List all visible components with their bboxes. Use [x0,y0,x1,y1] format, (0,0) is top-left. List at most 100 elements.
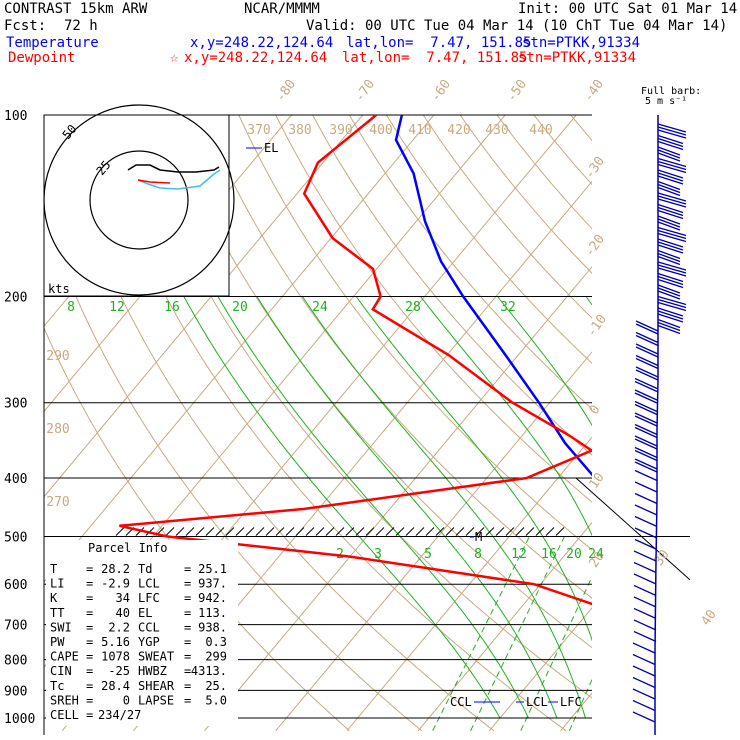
wind-barb [633,607,657,620]
moist-adiabat-line [677,297,730,719]
tropopause-hatch [305,527,315,536]
tropopause-hatch [505,527,515,536]
wind-barb [657,324,681,335]
dewpoint-line [119,115,592,606]
parcel-value: 937. [198,577,227,591]
wind-barb [657,261,687,271]
forecast-label: Fcst: [4,18,47,34]
mixing-ratio-label: 8 [474,547,482,562]
wind-barb [657,126,687,136]
parcel-value: 2.2 [108,620,130,634]
wind-barb [632,711,656,723]
parcel-equals: = [86,562,93,576]
wind-barb [634,527,658,539]
pressure-label: 900 [4,684,27,699]
parcel-equals: = [86,650,93,664]
parcel-value: 938. [198,620,227,634]
wind-barbs [632,115,687,735]
mixing-ratio-label: 3 [374,547,382,562]
parcel-label: CAPE [50,650,79,664]
wind-barb [657,232,687,243]
parcel-equals: = [184,591,191,605]
mixing-ratio-line [693,536,740,730]
parcel-value: 40 [116,606,130,620]
dry-adiabat-line [275,115,592,503]
wind-barb [634,504,658,516]
wind-barb [657,152,681,162]
parcel-label: TT [50,606,64,620]
parcel-value: 34 [116,591,130,605]
parcel-value: 28.2 [101,562,130,576]
mixing-ratio-label: 32 [500,300,516,315]
dry-adiabat-line [718,115,740,731]
wind-barb [657,218,681,228]
wind-barb [657,215,681,225]
tropopause-hatch [385,527,395,536]
mixing-ratio-label: 20 [232,300,248,315]
parcel-equals: = [184,620,191,634]
dewpoint-station: stn=PTKK,91334 [518,50,637,66]
parcel-label: SWI [50,620,72,634]
wind-barb [635,346,659,358]
lcl-label: LCL [526,695,548,709]
tropopause-hatch [235,527,245,536]
tropopause-hatch [375,527,385,536]
wind-barb [657,313,684,323]
init-time: Init: 00 UTC Sat 01 Mar 14 [518,1,738,17]
tropopause-hatch [515,527,525,536]
parcel-info-title: Parcel Info [88,541,167,555]
lfc-label: LFC [560,695,582,709]
wind-barb [633,573,657,585]
pressure-label: 300 [4,397,27,412]
theta-label: 280 [46,422,69,437]
dry-adiabat-line [238,115,592,551]
wind-barb [657,275,684,286]
pressure-label: 1000 [4,712,35,727]
wind-barb [634,392,658,404]
hodograph-ring-inner [89,150,189,250]
tropopause-hatch [435,527,445,536]
wind-barb [657,321,681,332]
wind-barb [635,323,659,335]
tropopause-hatch [425,527,435,536]
sounding-profiles [119,115,592,606]
parcel-label: CELL [50,708,79,722]
wind-barb [657,163,687,174]
hodograph-wind-trace [127,164,220,173]
parcel-info-bg [46,540,238,726]
parcel-label: PW [50,635,65,649]
wind-barb [635,369,659,381]
forecast-hour: 72 h [64,18,98,34]
wind-barb [634,469,658,482]
parcel-equals: = [184,650,191,664]
temperature-latlon: lat,lon= 7.47, 151.85 [346,35,532,51]
tropopause-hatch [555,527,565,536]
parcel-equals: = [86,635,93,649]
temperature-station: stn=PTKK,91334 [522,35,641,51]
hodograph-red-trace [137,179,171,184]
wind-barb [657,169,684,179]
wind-barb [633,619,657,631]
wind-barb [634,377,658,390]
theta-label: 430 [485,123,508,138]
parcel-equals: = [86,679,93,693]
parcel-label: Td [138,562,152,576]
pressure-label: 700 [4,619,27,634]
wind-barb [657,287,681,297]
mixing-ratio-label: 16 [164,300,180,315]
temperature-xy: x,y=248.22,124.64 [190,35,334,51]
parcel-label: LAPSE [138,693,174,707]
wind-barb [634,515,658,528]
moist-adiabat-line [585,296,592,306]
pressure-label: 500 [4,530,27,545]
mixing-ratio-line [671,536,740,730]
pressure-label: 100 [4,109,27,124]
frame-diagonal [575,477,691,581]
dry-adiabat-line [312,115,592,456]
parcel-value: 5.16 [101,635,130,649]
wind-barb [657,278,684,289]
parcel-equals: = [184,664,191,678]
wind-barb [657,298,687,309]
tropopause-hatch [495,527,505,536]
